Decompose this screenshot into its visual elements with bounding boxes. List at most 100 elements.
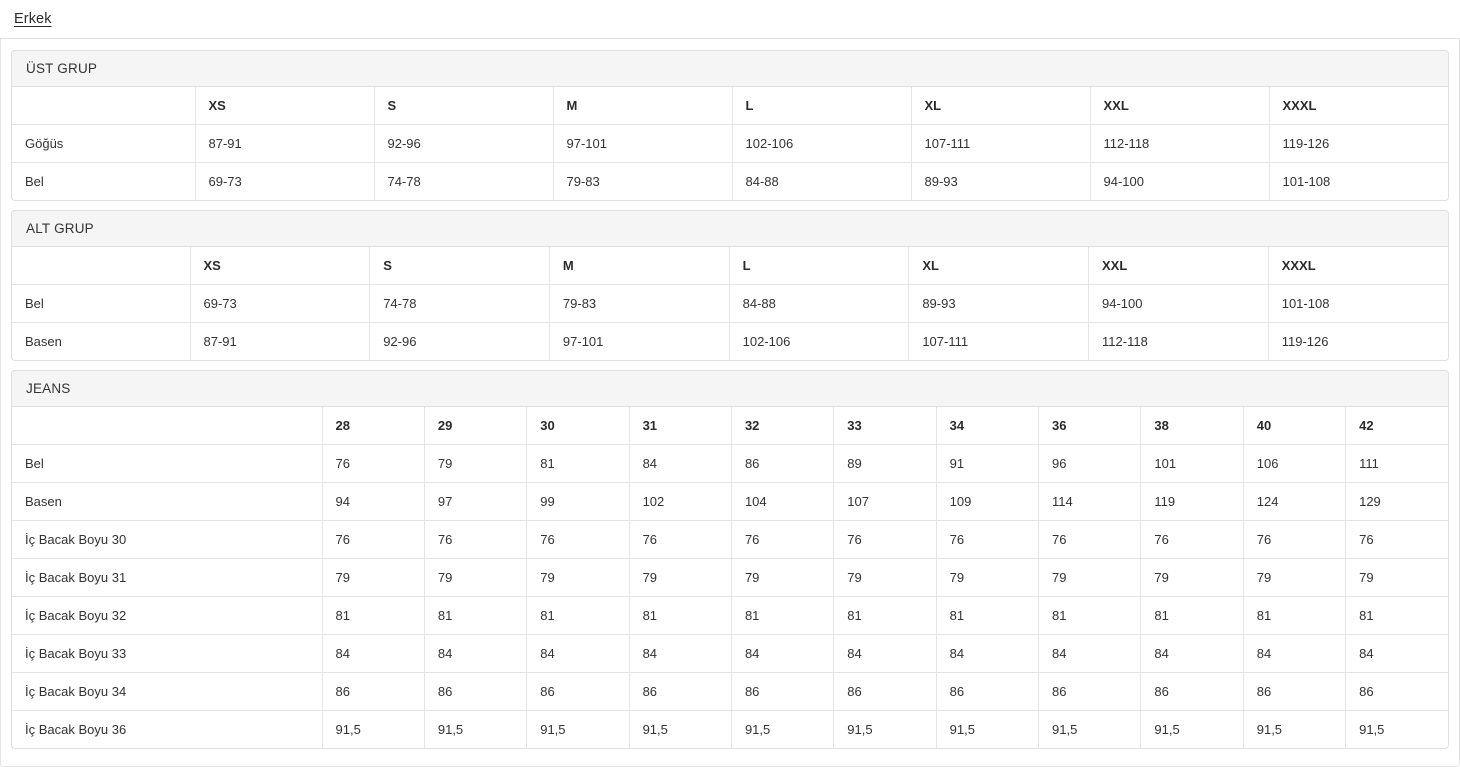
table-row: Bel 76 79 81 84 86 89 91 96 101 106 111: [12, 444, 1448, 483]
table-cell: 76: [322, 520, 425, 559]
table-cell: 112-118: [1090, 124, 1270, 163]
table-row: İç Bacak Boyu 31 79 79 79 79 79 79 79 79 79 79 79: [12, 558, 1448, 597]
row-label: İç Bacak Boyu 31: [12, 558, 323, 597]
table-cell: 84: [629, 444, 732, 483]
group-title-alt-grup: ALT GRUP: [12, 211, 1448, 247]
table-cell: 76: [833, 520, 937, 559]
table-cell: 91: [936, 444, 1040, 483]
size-chart-content-panel: ÜST GRUP XS S M L XL XXL XXXL: [0, 39, 1460, 767]
column-header-38: 38: [1140, 407, 1244, 445]
column-header-30: 30: [526, 407, 630, 445]
table-cell: 74-78: [369, 284, 550, 323]
table-cell: 81: [526, 596, 630, 635]
table-cell: 92-96: [374, 124, 554, 163]
table-cell: 76: [322, 444, 425, 483]
group-panel-alt-grup: ALT GRUP XS S M L XL XXL XXXL: [11, 210, 1449, 361]
table-cell: 79: [322, 558, 425, 597]
table-cell: 81: [1140, 596, 1244, 635]
table-row: Basen 94 97 99 102 104 107 109 114 119 124 129: [12, 482, 1448, 521]
table-cell: 84: [1038, 634, 1142, 673]
table-cell: 112-118: [1088, 322, 1269, 360]
column-header-31: 31: [629, 407, 732, 445]
table-cell: 76: [1243, 520, 1347, 559]
table-cell: 84: [833, 634, 937, 673]
table-cell: 86: [1140, 672, 1244, 711]
table-cell: 102-106: [729, 322, 910, 360]
table-cell: 91,5: [322, 710, 425, 748]
table-cell: 84: [731, 634, 835, 673]
table-cell: 91,5: [1359, 722, 1385, 737]
table-cell: 74-78: [374, 162, 554, 200]
table-cell: 94-100: [1090, 162, 1270, 200]
table-cell: 91,5: [629, 710, 732, 748]
table-cell: 129: [1345, 482, 1448, 521]
table-cell: 79: [833, 558, 937, 597]
table-cell: 76: [1140, 520, 1244, 559]
table-cell: 97-101: [553, 124, 733, 163]
size-table-jeans: 28 29 30 31 32 33 34 36 38 40 42: [12, 407, 1448, 748]
table-cell: 91,5: [731, 710, 835, 748]
table-cell: 84: [1243, 634, 1347, 673]
table-cell: 84-88: [729, 284, 910, 323]
table-cell: 114: [1038, 482, 1142, 521]
column-header-m: M: [549, 247, 730, 285]
column-header-42: 42: [1345, 407, 1448, 445]
table-cell: 87-91: [190, 322, 371, 360]
table-cell: 94: [322, 482, 425, 521]
table-cell: 76: [629, 520, 732, 559]
column-header-xxxl: XXXL: [1268, 247, 1448, 285]
row-label: Bel: [12, 444, 323, 483]
table-cell: 94-100: [1088, 284, 1269, 323]
row-label: İç Bacak Boyu 33: [12, 634, 323, 673]
column-header-blank: [12, 87, 196, 125]
group-title-ust-grup: ÜST GRUP: [12, 51, 1448, 87]
column-header-l: L: [732, 87, 912, 125]
table-cell: 79: [629, 558, 732, 597]
table-row: Basen 87-91 92-96 97-101 102-106 107-111…: [12, 322, 1448, 360]
table-header-row: XS S M L XL XXL XXXL: [12, 87, 1448, 125]
table-cell: 101-108: [1282, 174, 1331, 189]
table-row: İç Bacak Boyu 30 76 76 76 76 76 76 76 76 76 76 76: [12, 520, 1448, 559]
table-cell: 107-111: [908, 322, 1090, 360]
table-cell: 79-83: [549, 284, 730, 323]
table-cell: 79: [1038, 558, 1142, 597]
table-row: İç Bacak Boyu 36 91,5 91,5 91,5 91,5 91,5 91,5…: [12, 710, 1448, 748]
row-label: Bel: [12, 284, 191, 323]
table-row: Bel 69-73 74-78 79-83 84-88 89-93 94-100…: [12, 162, 1448, 200]
table-cell: 86: [731, 672, 835, 711]
table-cell: 76: [936, 520, 1040, 559]
table-cell: 102: [629, 482, 732, 521]
group-panel-jeans: JEANS 28 29 30 31 32 33 34 36: [11, 370, 1449, 749]
table-cell: 91,5: [526, 710, 630, 748]
table-cell: 84: [322, 634, 425, 673]
table-cell: 79: [526, 558, 630, 597]
table-row: Göğüs 87-91 92-96 97-101 102-106 107-111…: [12, 124, 1448, 163]
table-cell: 79: [424, 444, 528, 483]
column-header-xxl: XXL: [1088, 247, 1269, 285]
table-cell: 81: [1038, 596, 1142, 635]
tab-erkek[interactable]: Erkek: [14, 11, 52, 27]
size-table-ust-grup: XS S M L XL XXL XXXL Göğüs 87-91 92-96 9: [12, 87, 1448, 200]
table-cell: 124: [1243, 482, 1347, 521]
table-cell: 86: [322, 672, 425, 711]
size-table-alt-grup: XS S M L XL XXL XXXL Bel 69-73 74-78 79-: [12, 247, 1448, 360]
table-cell: 79: [1345, 558, 1448, 597]
table-cell: 79: [1243, 558, 1347, 597]
column-header-xl: XL: [911, 87, 1091, 125]
table-cell: 97-101: [549, 322, 730, 360]
table-cell: 84: [1140, 634, 1244, 673]
row-label: Basen: [12, 322, 191, 360]
table-cell: 106: [1243, 444, 1347, 483]
table-cell: 91,5: [1140, 710, 1244, 748]
table-row: İç Bacak Boyu 34 86 86 86 86 86 86 86 86 86 86 86: [12, 672, 1448, 711]
table-cell: 84-88: [732, 162, 912, 200]
table-cell: 79-83: [553, 162, 733, 200]
row-label: İç Bacak Boyu 36: [12, 710, 323, 748]
table-cell: 86: [526, 672, 630, 711]
table-cell: 86: [1038, 672, 1142, 711]
table-cell: 86: [629, 672, 732, 711]
table-cell: 96: [1038, 444, 1142, 483]
table-cell: 86: [833, 672, 937, 711]
table-header-row: 28 29 30 31 32 33 34 36 38 40 42: [12, 407, 1448, 445]
